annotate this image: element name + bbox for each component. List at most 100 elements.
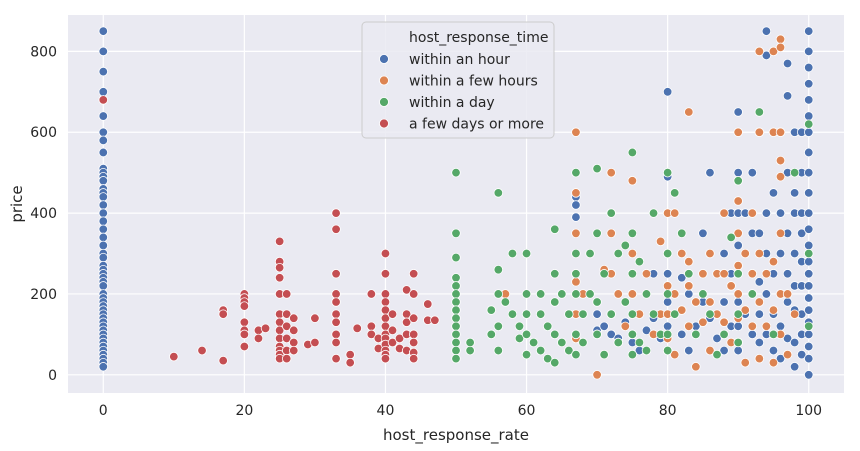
data-point xyxy=(606,329,616,340)
y-tick-label: 600 xyxy=(30,125,57,141)
data-point xyxy=(451,297,461,307)
x-tick-label: 100 xyxy=(795,403,822,419)
data-point xyxy=(782,289,793,299)
data-point xyxy=(782,333,793,344)
data-point xyxy=(648,309,659,319)
data-point xyxy=(754,127,765,137)
data-point xyxy=(620,240,631,251)
data-point xyxy=(98,46,108,57)
y-tick-label: 800 xyxy=(30,44,57,60)
data-point xyxy=(451,329,461,340)
data-point xyxy=(493,321,504,331)
data-point xyxy=(98,66,108,77)
data-point xyxy=(98,26,108,36)
data-point xyxy=(281,309,292,319)
data-point xyxy=(691,329,701,340)
data-point xyxy=(662,87,673,97)
data-point xyxy=(775,321,786,331)
data-point xyxy=(98,111,108,121)
data-point xyxy=(535,289,546,299)
legend-box xyxy=(361,21,555,139)
data-point xyxy=(754,228,765,239)
data-point xyxy=(754,277,765,287)
data-point xyxy=(733,240,743,251)
data-point xyxy=(804,293,814,303)
data-point xyxy=(684,256,694,267)
data-point xyxy=(366,329,377,340)
data-point xyxy=(507,309,518,319)
data-point xyxy=(662,297,673,307)
data-point xyxy=(698,228,708,239)
data-point xyxy=(733,167,743,178)
data-point xyxy=(98,216,108,226)
data-point xyxy=(564,309,574,319)
data-point xyxy=(571,212,581,222)
data-point xyxy=(719,329,729,340)
legend-entry: within a few hours xyxy=(409,74,538,90)
data-point xyxy=(218,355,228,366)
data-point xyxy=(218,309,228,319)
data-point xyxy=(380,289,391,299)
data-point xyxy=(662,281,673,291)
data-point xyxy=(408,269,419,279)
data-points xyxy=(98,26,814,380)
data-point xyxy=(761,289,772,299)
data-point xyxy=(733,297,743,307)
data-point xyxy=(331,353,341,364)
data-point xyxy=(627,329,638,340)
data-point xyxy=(571,188,581,198)
data-point xyxy=(754,46,765,57)
data-point xyxy=(599,349,609,360)
data-point xyxy=(564,345,574,356)
data-point xyxy=(331,224,341,234)
data-point xyxy=(747,289,757,299)
data-point xyxy=(634,337,645,348)
data-point xyxy=(804,321,814,331)
y-tick-label: 400 xyxy=(30,206,57,222)
legend-title: host_response_time xyxy=(409,30,548,46)
data-point xyxy=(606,309,616,319)
data-point xyxy=(451,345,461,356)
data-point xyxy=(768,256,779,267)
legend: host_response_time within an hour within … xyxy=(361,21,555,139)
x-tick-label: 40 xyxy=(377,403,395,419)
data-point xyxy=(761,50,772,61)
data-point xyxy=(401,285,412,295)
data-point xyxy=(804,240,814,251)
data-point xyxy=(684,321,694,331)
data-point xyxy=(493,289,504,299)
data-point xyxy=(345,349,355,360)
data-point xyxy=(775,155,786,166)
data-point xyxy=(796,349,807,360)
data-point xyxy=(733,228,743,239)
data-point xyxy=(677,305,687,315)
data-point xyxy=(669,349,680,360)
data-point xyxy=(465,345,475,356)
data-point xyxy=(394,333,405,344)
data-point xyxy=(789,309,800,319)
data-point xyxy=(627,269,638,279)
data-point xyxy=(761,321,772,331)
data-point xyxy=(641,289,652,299)
x-tick-label: 60 xyxy=(518,403,536,419)
data-point xyxy=(380,269,391,279)
data-point xyxy=(571,329,581,340)
data-point xyxy=(627,309,638,319)
data-point xyxy=(761,208,772,218)
data-point xyxy=(451,353,461,364)
data-point xyxy=(804,341,814,352)
data-point xyxy=(684,281,694,291)
data-point xyxy=(98,192,108,202)
data-point xyxy=(740,248,750,259)
data-point xyxy=(345,357,355,368)
data-point xyxy=(613,248,623,259)
data-point xyxy=(451,273,461,283)
data-point xyxy=(331,289,341,299)
data-point xyxy=(804,46,814,57)
data-point xyxy=(804,26,814,36)
data-point xyxy=(197,345,207,356)
data-point xyxy=(571,277,581,287)
data-point xyxy=(705,167,715,178)
data-point xyxy=(691,297,701,307)
